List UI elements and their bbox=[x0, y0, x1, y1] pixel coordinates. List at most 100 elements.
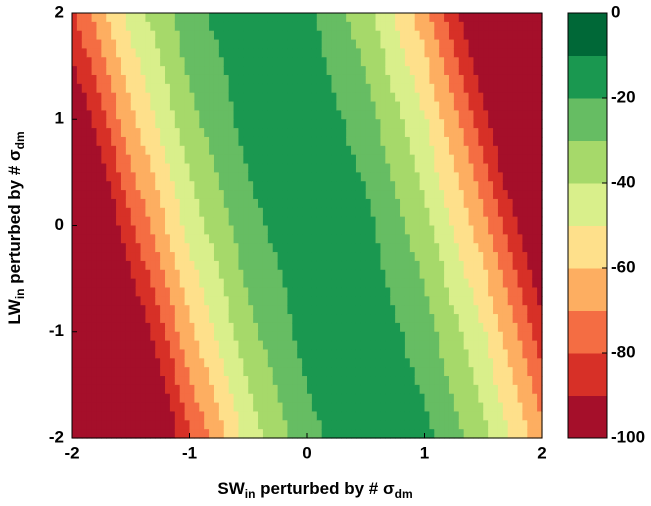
contour-cell bbox=[375, 83, 382, 94]
contour-cell bbox=[91, 260, 98, 271]
contour-cell bbox=[448, 13, 455, 23]
contour-cell bbox=[165, 402, 171, 413]
contour-cell bbox=[72, 225, 78, 235]
contour-cell bbox=[370, 163, 377, 173]
contour-cell bbox=[385, 74, 391, 85]
contour-cell bbox=[365, 331, 372, 342]
contour-cell bbox=[282, 207, 289, 218]
contour-cell bbox=[444, 48, 450, 58]
contour-cell bbox=[165, 340, 171, 351]
contour-cell bbox=[380, 278, 386, 289]
contour-cell bbox=[248, 252, 254, 262]
contour-cell bbox=[150, 92, 156, 103]
contour-cell bbox=[493, 243, 499, 253]
contour-cell bbox=[321, 287, 328, 297]
contour-cell bbox=[336, 74, 342, 85]
contour-cell bbox=[292, 296, 298, 306]
contour-cell bbox=[537, 92, 543, 103]
contour-cell bbox=[302, 181, 308, 191]
contour-cell bbox=[213, 340, 220, 351]
contour-cell bbox=[101, 13, 107, 23]
contour-cell bbox=[434, 402, 440, 413]
contour-cell bbox=[321, 243, 328, 253]
contour-cell bbox=[287, 269, 293, 280]
contour-cell bbox=[213, 21, 220, 32]
contour-cell bbox=[96, 110, 102, 120]
contour-cell bbox=[468, 13, 475, 23]
contour-cell bbox=[468, 322, 475, 333]
contour-cell bbox=[243, 57, 249, 67]
contour-cell bbox=[204, 110, 210, 120]
contour-cell bbox=[497, 287, 504, 297]
contour-cell bbox=[302, 92, 308, 103]
contour-cell bbox=[365, 110, 372, 120]
contour-cell bbox=[370, 83, 377, 94]
contour-cell bbox=[86, 305, 93, 315]
contour-cell bbox=[497, 269, 504, 280]
contour-cell bbox=[169, 172, 176, 182]
contour-cell bbox=[135, 101, 142, 111]
contour-cell bbox=[72, 74, 78, 85]
contour-cell bbox=[155, 340, 161, 351]
contour-cell bbox=[213, 39, 220, 50]
contour-cell bbox=[527, 225, 533, 235]
contour-cell bbox=[233, 296, 240, 306]
contour-cell bbox=[307, 367, 313, 377]
contour-cell bbox=[341, 340, 347, 351]
contour-cell bbox=[213, 145, 220, 156]
contour-cell bbox=[169, 376, 176, 386]
contour-cell bbox=[478, 190, 484, 200]
contour-cell bbox=[404, 234, 411, 244]
contour-cell bbox=[311, 83, 318, 94]
contour-cell bbox=[223, 92, 230, 103]
contour-cell bbox=[72, 128, 78, 138]
contour-cell bbox=[204, 411, 210, 421]
contour-cell bbox=[287, 13, 293, 23]
contour-cell bbox=[272, 13, 279, 23]
contour-cell bbox=[307, 331, 313, 342]
contour-cell bbox=[184, 322, 191, 333]
contour-cell bbox=[72, 376, 78, 386]
contour-cell bbox=[140, 190, 147, 200]
contour-cell bbox=[184, 216, 191, 227]
contour-cell bbox=[287, 340, 293, 351]
contour-cell bbox=[174, 376, 181, 386]
contour-cell bbox=[130, 269, 137, 280]
contour-cell bbox=[233, 190, 240, 200]
contour-cell bbox=[116, 83, 122, 94]
contour-cell bbox=[233, 367, 240, 377]
contour-cell bbox=[444, 234, 450, 244]
contour-cell bbox=[532, 30, 538, 41]
contour-cell bbox=[189, 198, 195, 209]
contour-cell bbox=[218, 172, 225, 182]
contour-cell bbox=[253, 420, 259, 430]
contour-cell bbox=[174, 110, 181, 120]
contour-cell bbox=[527, 314, 533, 324]
contour-cell bbox=[316, 57, 323, 67]
contour-cell bbox=[272, 216, 279, 227]
contour-cell bbox=[380, 358, 386, 368]
contour-cell bbox=[76, 287, 83, 297]
contour-cell bbox=[302, 411, 308, 421]
contour-cell bbox=[429, 287, 435, 297]
contour-cell bbox=[458, 296, 465, 306]
contour-cell bbox=[86, 21, 93, 32]
contour-cell bbox=[341, 57, 347, 67]
contour-cell bbox=[502, 190, 509, 200]
contour-cell bbox=[468, 225, 475, 235]
contour-cell bbox=[145, 420, 151, 430]
contour-cell bbox=[463, 110, 470, 120]
contour-cell bbox=[145, 234, 151, 244]
contour-cell bbox=[458, 314, 465, 324]
contour-cell bbox=[404, 305, 411, 315]
contour-cell bbox=[404, 163, 411, 173]
contour-cell bbox=[96, 39, 102, 50]
contour-cell bbox=[135, 13, 142, 23]
contour-cell bbox=[243, 66, 249, 76]
contour-cell bbox=[150, 305, 156, 315]
contour-cell bbox=[370, 172, 377, 182]
contour-cell bbox=[326, 278, 333, 289]
contour-cell bbox=[360, 48, 367, 58]
contour-cell bbox=[463, 128, 470, 138]
contour-cell bbox=[473, 402, 479, 413]
